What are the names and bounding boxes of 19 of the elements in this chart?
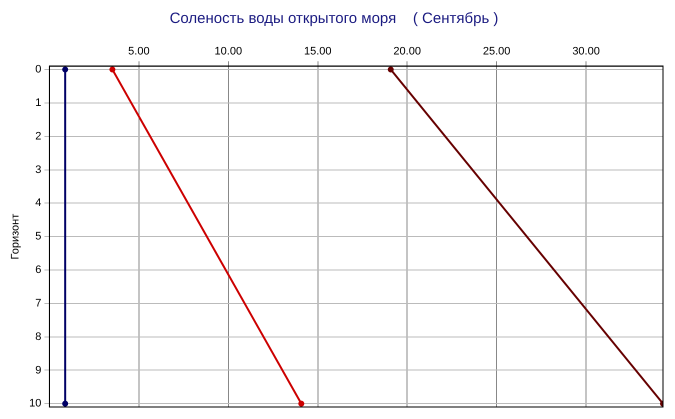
y-tick-label: 5 — [35, 230, 42, 243]
y-tick-label: 2 — [35, 130, 42, 142]
y-axis-title: Горизонт — [10, 214, 22, 260]
y-tick-label: 8 — [35, 330, 42, 343]
y-tick-label: 3 — [35, 164, 42, 176]
x-tick-label: 10.00 — [214, 46, 242, 58]
y-tick-label: 0 — [35, 64, 42, 76]
x-tick-label: 15.00 — [304, 46, 332, 58]
y-tick-label: 9 — [35, 364, 42, 376]
chart-title: Соленость воды открытого моря ( Сентябрь ) — [170, 10, 498, 28]
x-tick-label: 30.00 — [572, 46, 600, 58]
y-tick-label: 7 — [35, 297, 42, 310]
x-tick-label: 5.00 — [128, 46, 150, 58]
x-tick-label: 25.00 — [482, 46, 510, 58]
y-tick-label: 6 — [35, 264, 42, 276]
y-tick-label: 10 — [29, 398, 42, 410]
y-tick-label: 4 — [35, 197, 42, 210]
y-tick-label: 1 — [35, 96, 42, 109]
x-tick-label: 20.00 — [393, 46, 421, 58]
